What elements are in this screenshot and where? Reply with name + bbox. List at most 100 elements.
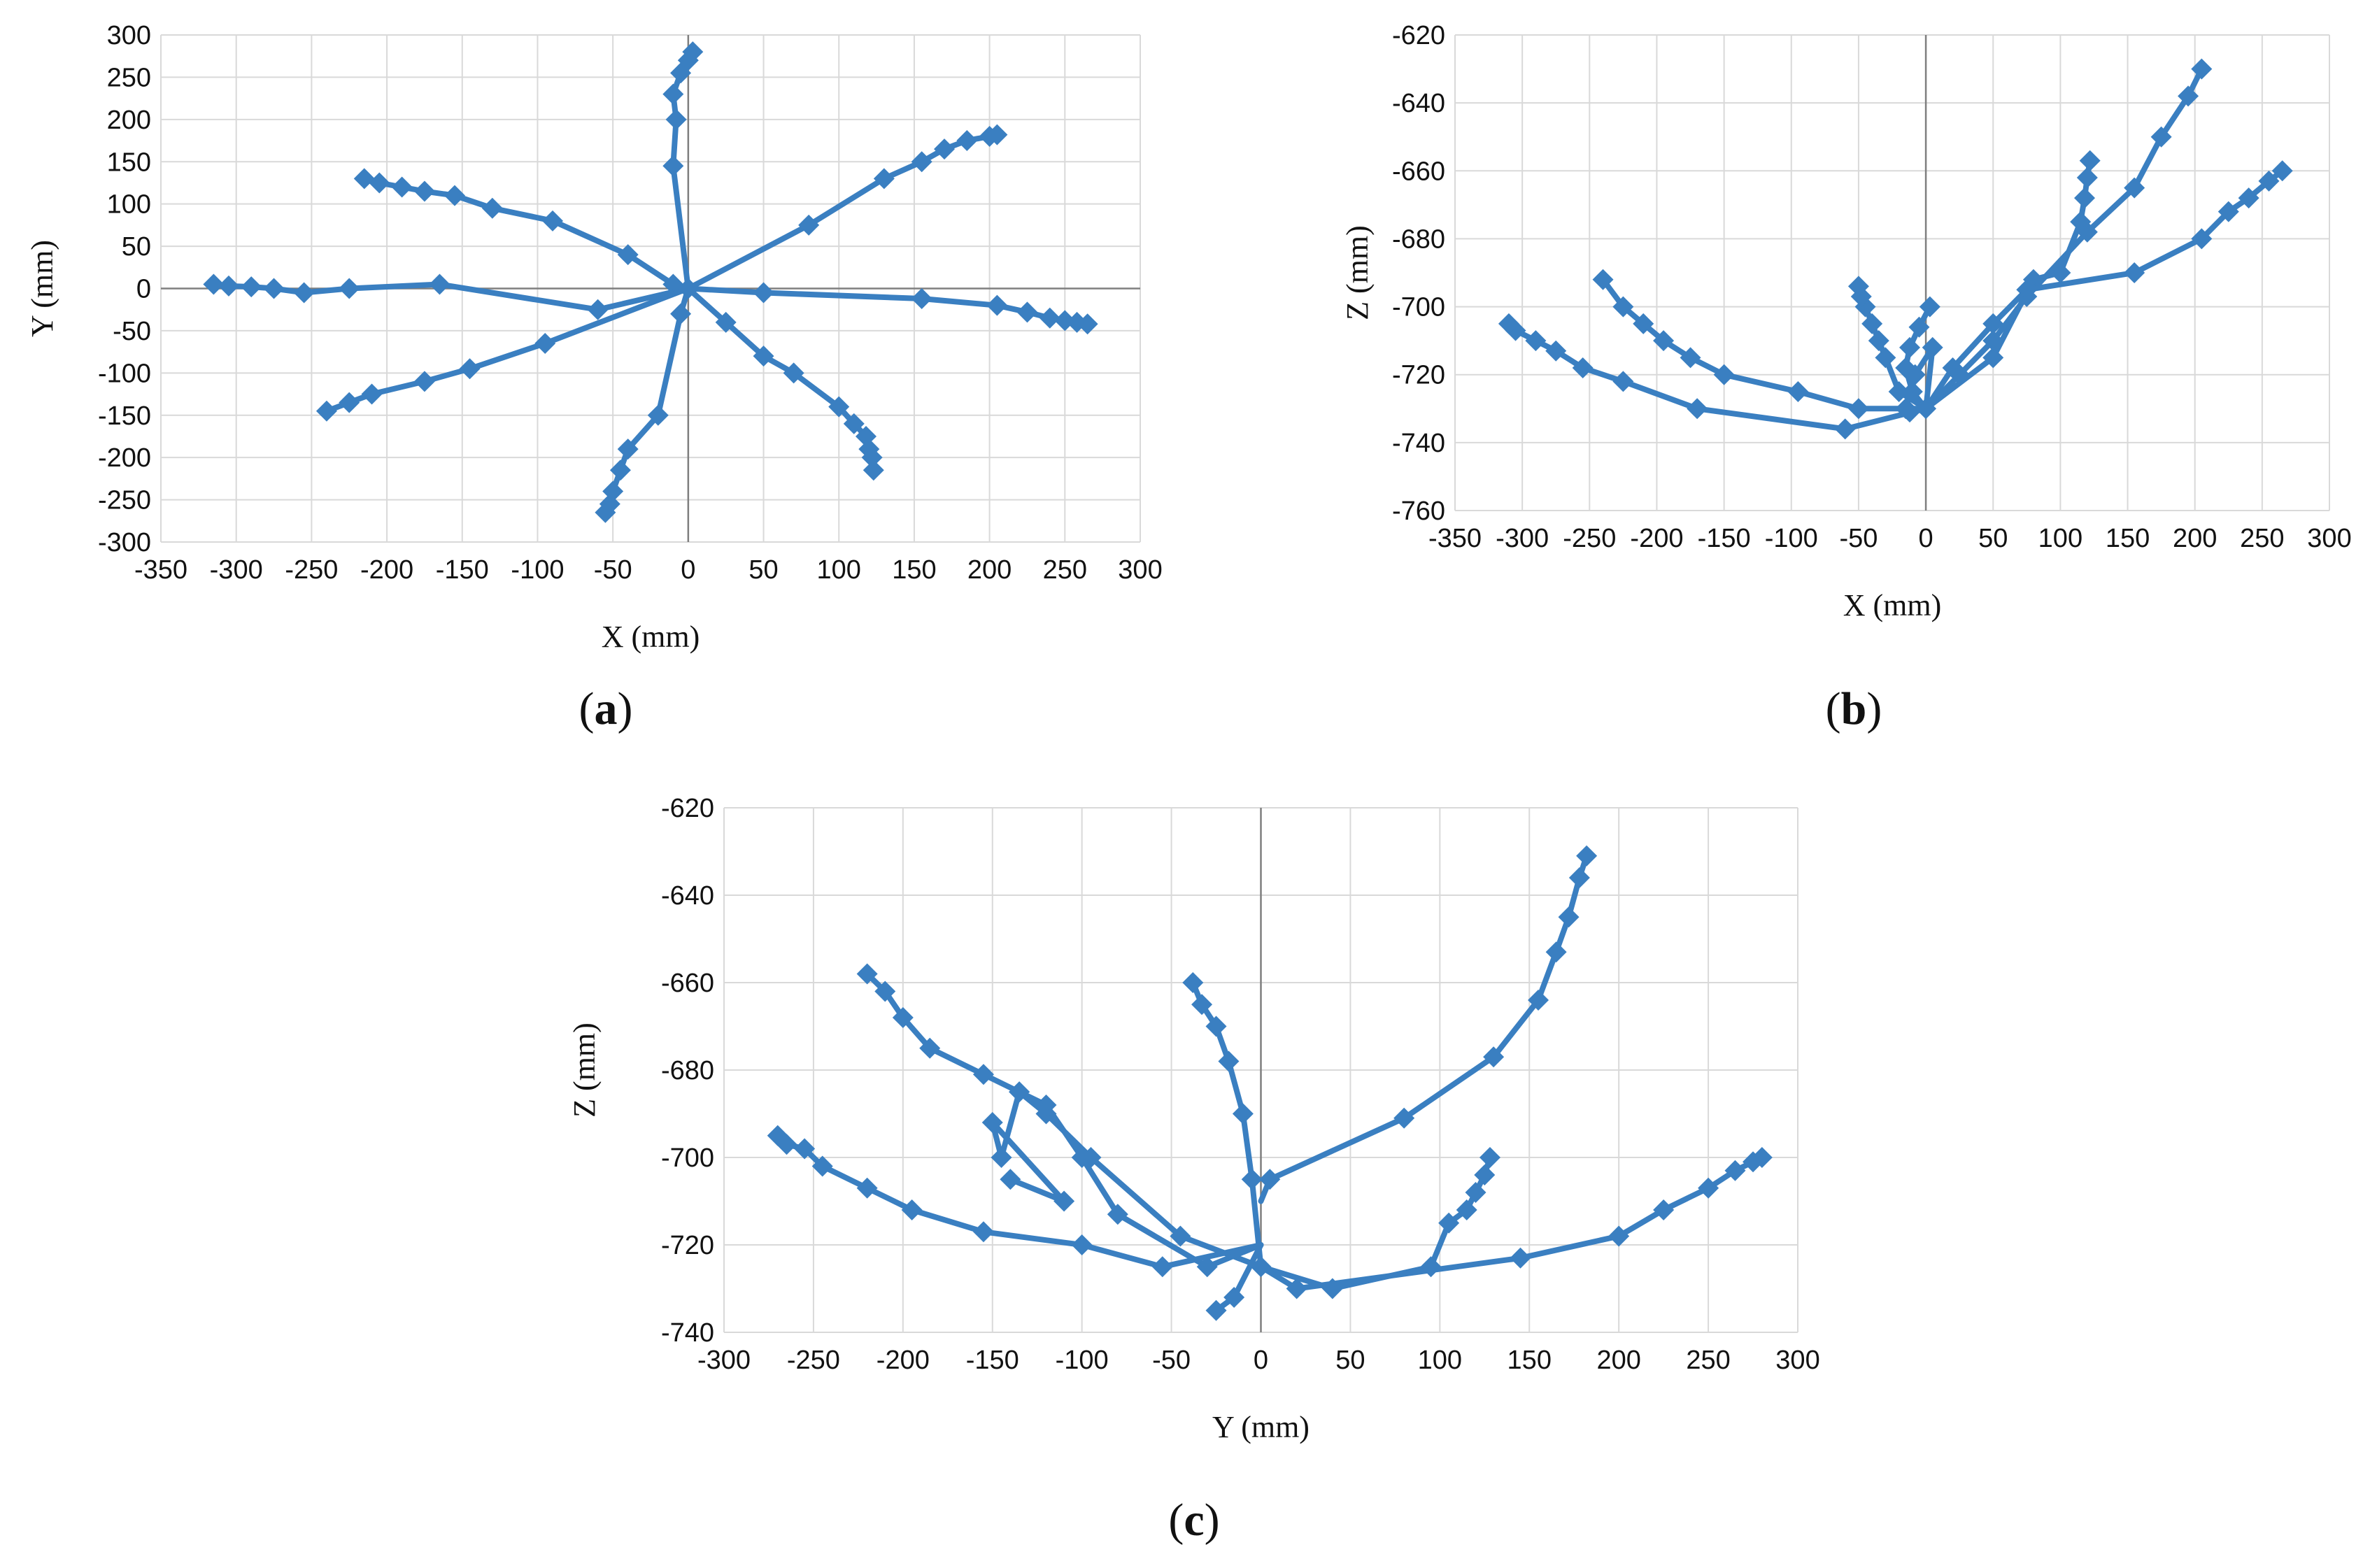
chart-a-y-axis-title: Y (mm) bbox=[25, 240, 59, 337]
chart-b-series bbox=[1498, 58, 2293, 440]
chart-b-x-tick-8: 50 bbox=[1978, 524, 2008, 553]
chart-b-series-3-point-3 bbox=[1713, 364, 1735, 385]
chart-a-series-1 bbox=[662, 41, 704, 292]
chart-c-x-tick-0: -300 bbox=[697, 1346, 751, 1375]
chart-c-x-tick-7: 50 bbox=[1335, 1346, 1365, 1375]
chart-a-series-7-point-5 bbox=[1039, 307, 1060, 329]
chart-b-x-tick-6: -50 bbox=[1839, 524, 1878, 553]
chart-b-y-tick-2: -720 bbox=[1392, 361, 1445, 390]
chart-a-series-5-point-1 bbox=[534, 333, 556, 355]
chart-c-series-1-line bbox=[1190, 980, 1264, 1270]
chart-a-y-tick-9: 150 bbox=[107, 148, 151, 177]
chart-c-y-tick-2: -700 bbox=[661, 1143, 714, 1173]
chart-c-series-4-point-3 bbox=[972, 1221, 994, 1243]
chart-b-panel-label: (b) bbox=[1826, 683, 1882, 734]
chart-c-series-4-point-1 bbox=[1151, 1256, 1173, 1278]
chart-b-series-3-point-6 bbox=[1633, 313, 1654, 334]
chart-b-series-2-point-4 bbox=[1861, 313, 1883, 334]
chart-a-x-axis-title: X (mm) bbox=[602, 620, 700, 654]
chart-a-series-6-point-1 bbox=[798, 214, 820, 236]
chart-c-series-4-line bbox=[774, 1132, 1264, 1270]
chart-a-series-8-point-9 bbox=[863, 459, 884, 481]
chart-b-series-6-point-5 bbox=[2124, 177, 2145, 199]
chart-b-y-axis-title: Z (mm) bbox=[1340, 225, 1375, 320]
chart-a-series-3-line bbox=[361, 176, 691, 292]
chart-a-series-4 bbox=[203, 273, 691, 320]
chart-a-series-3-point-9 bbox=[353, 168, 375, 190]
chart-b-series-4-point-5 bbox=[1545, 340, 1567, 362]
chart-a-y-tick-3: -150 bbox=[98, 401, 151, 431]
chart-c-series-7-point-5 bbox=[1465, 1182, 1486, 1203]
chart-b-series-3-point-7 bbox=[1612, 296, 1634, 318]
chart-c-series-1-point-1 bbox=[1241, 1169, 1263, 1190]
chart-a-x-tick-6: -50 bbox=[594, 555, 632, 585]
chart-b-panel-letter: b bbox=[1841, 683, 1867, 734]
chart-b-series-1-point-4 bbox=[1908, 316, 1930, 338]
chart-c-series-3 bbox=[981, 1081, 1264, 1278]
chart-b-x-tick-2: -250 bbox=[1563, 524, 1616, 553]
chart-a-series-6-point-5 bbox=[956, 130, 978, 152]
chart-c-series-6-point-1 bbox=[1259, 1169, 1281, 1190]
chart-c-series-8 bbox=[1258, 1147, 1773, 1299]
chart-a-y-tick-8: 100 bbox=[107, 190, 151, 220]
chart-c-series-2-point-7 bbox=[892, 1007, 914, 1028]
chart-c-x-tick-8: 100 bbox=[1418, 1346, 1462, 1375]
chart-b-series-7-point-5 bbox=[2191, 228, 2213, 250]
chart-a-y-tick-11: 250 bbox=[107, 63, 151, 92]
chart-a-y-tick-10: 200 bbox=[107, 106, 151, 135]
chart-c-series-3-point-1 bbox=[1196, 1256, 1218, 1278]
chart-a-x-tick-8: 50 bbox=[748, 555, 778, 585]
chart-c-series-7-point-6 bbox=[1474, 1164, 1496, 1185]
chart-b-series-3-point-2 bbox=[1787, 381, 1809, 402]
chart-a-series-8 bbox=[685, 285, 884, 481]
chart-c-series-1-point-4 bbox=[1205, 1015, 1227, 1037]
chart-b-x-tick-0: -350 bbox=[1428, 524, 1482, 553]
chart-a-series-8-point-3 bbox=[783, 362, 804, 384]
chart-b-grid bbox=[1454, 34, 2330, 511]
chart-a-panel-letter: a bbox=[595, 683, 618, 734]
chart-b-x-tick-labels: -350 -300 -250 -200 -150 -100 -50 0 50 100 150 200 2… bbox=[1428, 524, 2352, 553]
chart-b: -350 -300 -250 -200 -150 -100 -50 0 50 100 150 200 2… bbox=[1340, 21, 2352, 734]
chart-a-series-7-point-2 bbox=[911, 288, 932, 309]
chart-c-series-7 bbox=[1258, 1147, 1500, 1299]
chart-c-series-6-point-8 bbox=[1576, 845, 1598, 867]
chart-c-series-5-point-1 bbox=[1223, 1287, 1245, 1308]
chart-c-series-7-point-7 bbox=[1479, 1147, 1500, 1168]
chart-a-series-1-point-1 bbox=[662, 155, 684, 177]
chart-b-series-5-point-1 bbox=[1982, 347, 2004, 369]
chart-b-series-8-point-2 bbox=[1904, 364, 1926, 385]
chart-b-series-7-point-7 bbox=[2238, 187, 2259, 209]
chart-c-origin-point bbox=[1250, 1256, 1272, 1278]
chart-c-y-tick-3: -680 bbox=[661, 1056, 714, 1085]
chart-b-x-tick-11: 200 bbox=[2173, 524, 2217, 553]
chart-c-series-4 bbox=[767, 1125, 1264, 1278]
chart-b-series-2-point-3 bbox=[1868, 330, 1889, 352]
chart-a-series-2-line bbox=[602, 285, 691, 515]
chart-b-y-tick-labels: -760 -740 -720 -700 -680 -660 -640 -620 bbox=[1392, 21, 1445, 526]
chart-b-series-3-point-1 bbox=[1847, 398, 1869, 420]
chart-b-series-6 bbox=[1923, 58, 2213, 412]
chart-c-y-tick-5: -640 bbox=[661, 881, 714, 911]
chart-b-x-tick-7: 0 bbox=[1919, 524, 1933, 553]
chart-c-x-tick-11: 250 bbox=[1686, 1346, 1730, 1375]
chart-a-series-5 bbox=[315, 285, 691, 422]
chart-a-series-7-point-3 bbox=[986, 294, 1008, 316]
chart-a-series-7-point-8 bbox=[1077, 313, 1098, 335]
chart-c-x-tick-labels: -300 -250 -200 -150 -100 -50 0 50 100 150 200 250 30… bbox=[697, 1346, 1820, 1375]
chart-a-x-tick-0: -350 bbox=[134, 555, 187, 585]
chart-a-y-tick-5: -50 bbox=[113, 317, 151, 346]
chart-b-series-5-point-7 bbox=[2079, 150, 2101, 171]
chart-a-series-6-point-3 bbox=[911, 151, 932, 173]
chart-c-series-1-point-5 bbox=[1191, 994, 1213, 1015]
chart-a-series-4-point-1 bbox=[587, 299, 609, 320]
chart-c-panel-label: (c) bbox=[1168, 1495, 1219, 1546]
chart-c-series-4-point-5 bbox=[856, 1177, 878, 1199]
chart-c-series-5 bbox=[1205, 1242, 1264, 1321]
chart-c-x-tick-3: -150 bbox=[966, 1346, 1019, 1375]
chart-b-y-tick-0: -760 bbox=[1392, 497, 1445, 526]
chart-a-x-tick-11: 200 bbox=[967, 555, 1012, 585]
chart-a-series-8-point-8 bbox=[861, 447, 883, 469]
chart-c-series-6-point-6 bbox=[1558, 906, 1580, 928]
chart-a-series-8-line bbox=[685, 285, 877, 473]
